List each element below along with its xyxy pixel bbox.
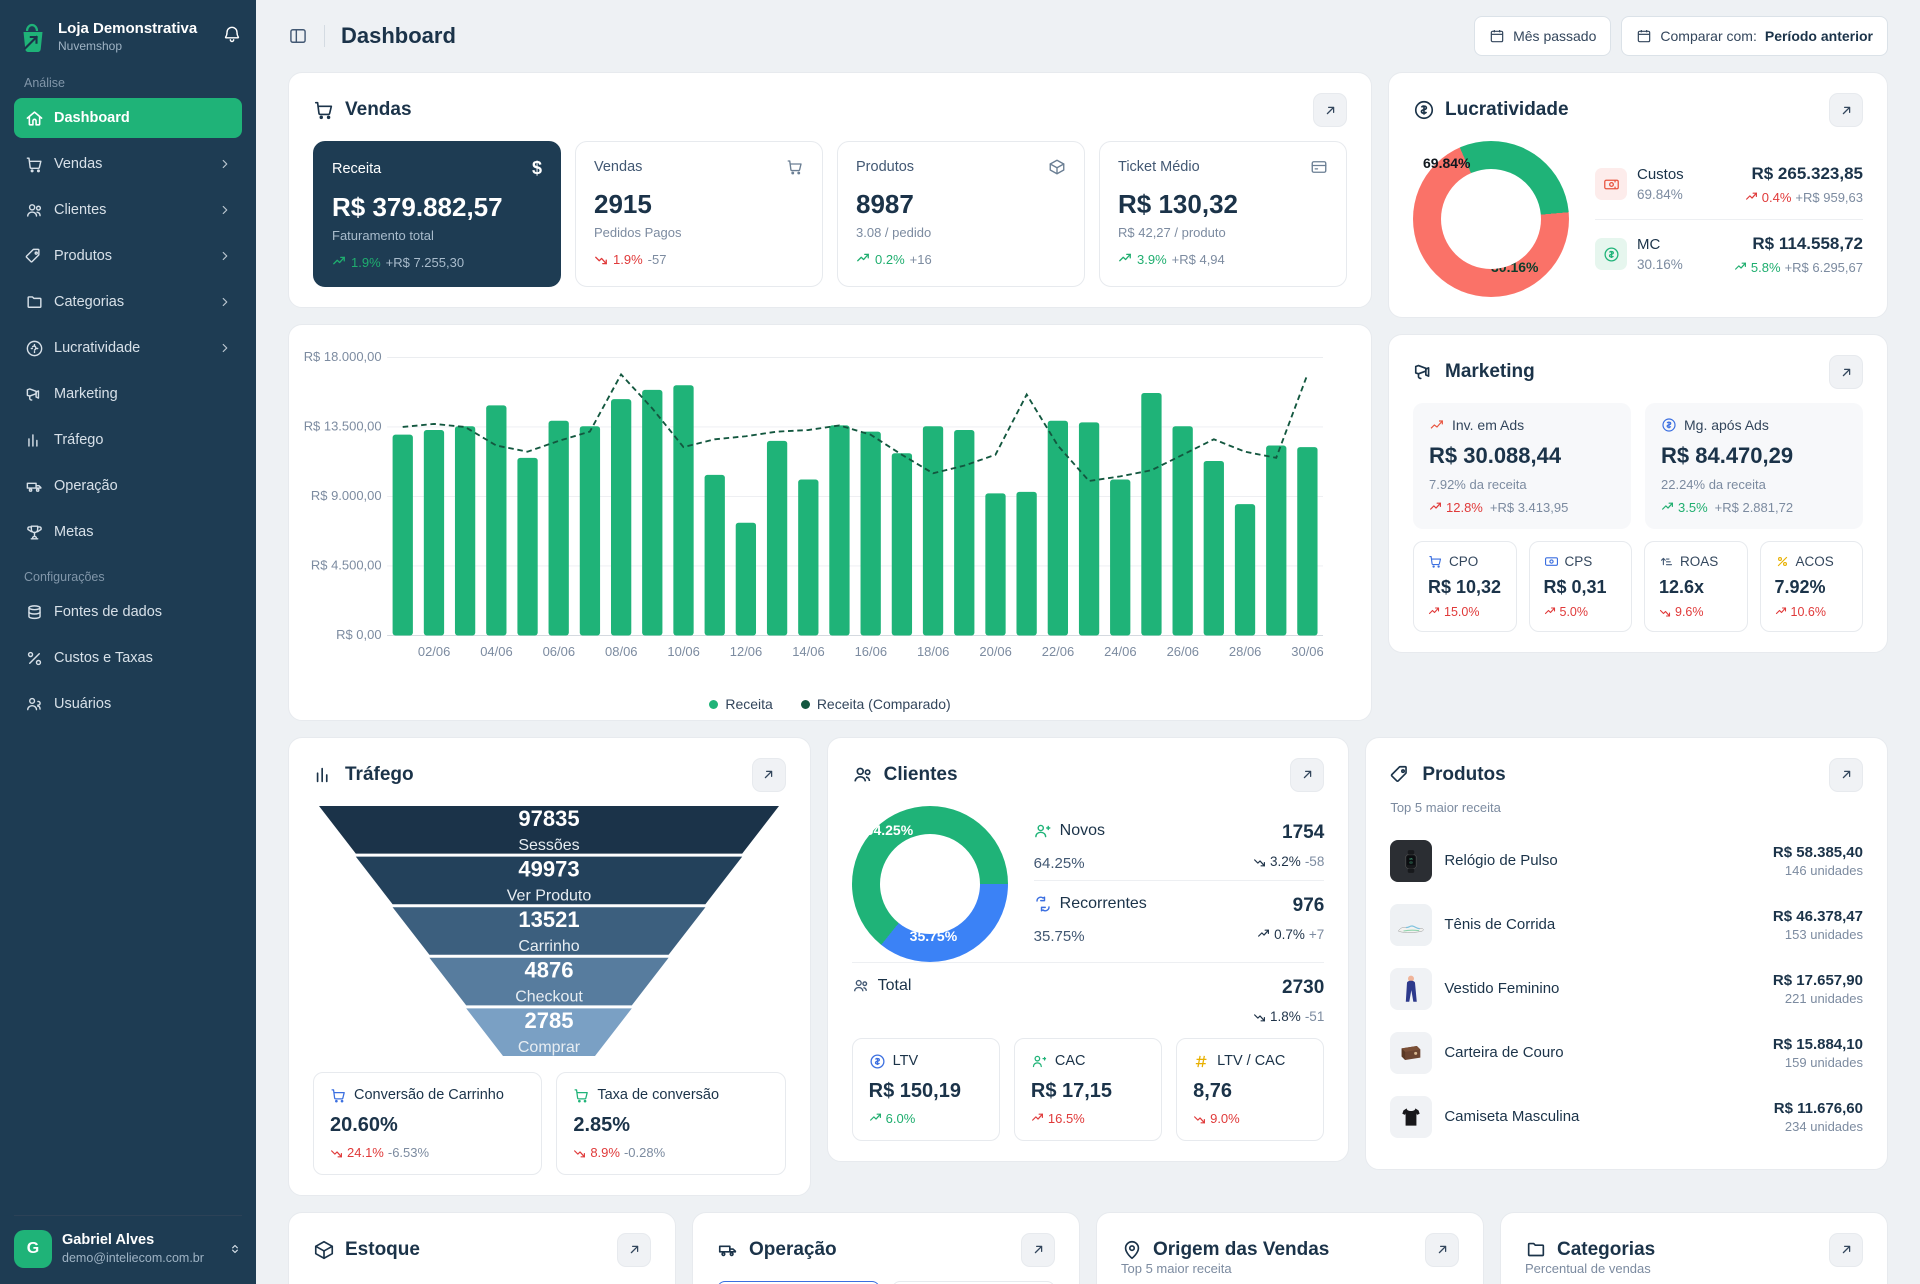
svg-text:06/06: 06/06 <box>543 643 575 658</box>
svg-text:13521: 13521 <box>519 907 580 932</box>
svg-text:28/06: 28/06 <box>1229 643 1261 658</box>
svg-text:2785: 2785 <box>525 1008 574 1033</box>
svg-text:14/06: 14/06 <box>792 643 824 658</box>
svg-text:02/06: 02/06 <box>418 643 450 658</box>
svg-text:08/06: 08/06 <box>605 643 637 658</box>
svg-text:49973: 49973 <box>519 856 580 881</box>
svg-text:04/06: 04/06 <box>480 643 512 658</box>
svg-text:Ver Produto: Ver Produto <box>507 887 592 904</box>
svg-text:30/06: 30/06 <box>1291 643 1323 658</box>
svg-text:00: 00 <box>1410 860 1414 864</box>
svg-text:16/06: 16/06 <box>855 643 887 658</box>
svg-text:Sessões: Sessões <box>519 836 580 853</box>
svg-text:12/06: 12/06 <box>730 643 762 658</box>
svg-text:Carrinho: Carrinho <box>519 938 580 955</box>
svg-text:Comprar: Comprar <box>518 1039 581 1056</box>
svg-text:26/06: 26/06 <box>1167 643 1199 658</box>
svg-text:R$ 18.000,00: R$ 18.000,00 <box>304 349 382 364</box>
svg-text:24/06: 24/06 <box>1104 643 1136 658</box>
svg-text:R$ 0,00: R$ 0,00 <box>336 627 381 642</box>
svg-text:R$ 9.000,00: R$ 9.000,00 <box>311 488 382 503</box>
svg-text:4876: 4876 <box>525 957 574 982</box>
svg-text:Checkout: Checkout <box>516 988 584 1005</box>
svg-text:R$ 13.500,00: R$ 13.500,00 <box>304 418 382 433</box>
svg-text:20/06: 20/06 <box>979 643 1011 658</box>
svg-text:10/06: 10/06 <box>667 643 699 658</box>
svg-text:R$ 4.500,00: R$ 4.500,00 <box>311 557 382 572</box>
svg-text:97835: 97835 <box>519 806 580 831</box>
svg-text:18/06: 18/06 <box>917 643 949 658</box>
svg-text:22/06: 22/06 <box>1042 643 1074 658</box>
